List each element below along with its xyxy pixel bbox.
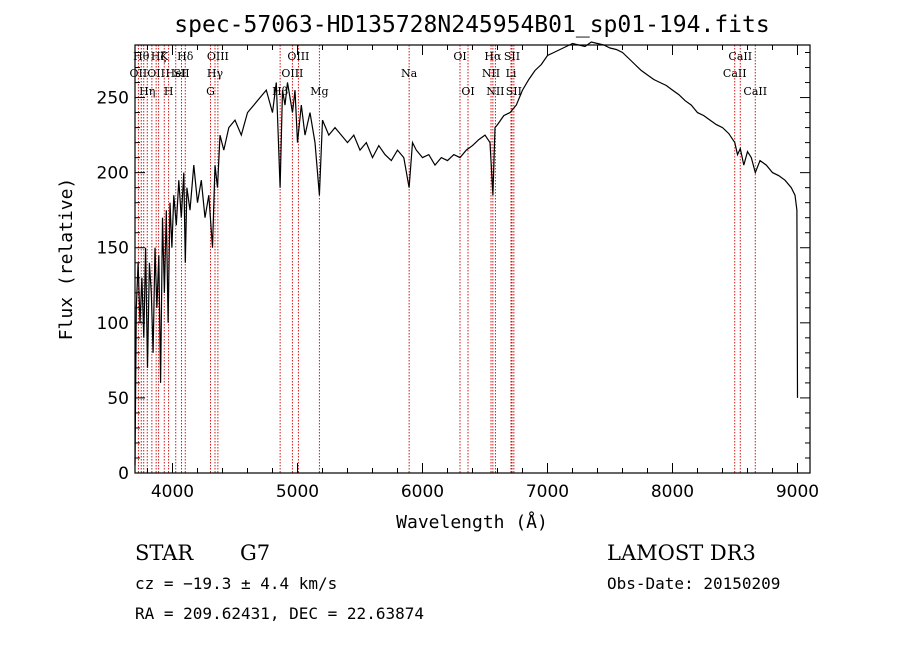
redshift-readout: cz = −19.3 ± 4.4 km/s: [135, 574, 337, 593]
line-label: Hγ: [207, 67, 224, 80]
x-tick-label: 8000: [651, 482, 694, 502]
x-tick-label: 4000: [151, 482, 194, 502]
spectral-line-markers: [137, 45, 756, 473]
line-label: NII: [486, 85, 504, 98]
coordinates: RA = 209.62431, DEC = 22.63874: [135, 604, 424, 623]
chart-title: spec-57063-HD135728N245954B01_sp01-194.f…: [174, 12, 769, 38]
line-label: Hθ: [133, 50, 150, 63]
line-label: Hζ: [151, 50, 167, 63]
object-subclass: G7: [240, 541, 270, 565]
spectral-line-labels: OIIHθHηOIIHζKHHeISIIHδGHγOIIIHβOIIIOIIIM…: [130, 50, 768, 98]
y-tick-label: 250: [97, 89, 129, 109]
y-tick-label: 50: [107, 389, 129, 409]
line-label: OII: [147, 67, 165, 80]
x-tick-label: 5000: [276, 482, 319, 502]
line-label: OI: [461, 85, 474, 98]
y-tick-label: 150: [97, 239, 129, 259]
x-tick-label: 7000: [526, 482, 569, 502]
line-label: H: [164, 85, 174, 98]
y-axis-ticks: 0 50 100 150 200 250: [97, 52, 810, 484]
line-label: NII: [482, 67, 500, 80]
x-axis-label: Wavelength (Å): [396, 511, 548, 533]
line-label: SII: [173, 67, 189, 80]
line-label: Li: [506, 67, 517, 80]
y-tick-label: 100: [97, 314, 129, 334]
y-tick-label: 0: [118, 464, 129, 484]
line-label: CaII: [723, 67, 747, 80]
line-label: OI: [453, 50, 466, 63]
line-label: Na: [401, 67, 418, 80]
y-axis-label: Flux (relative): [56, 178, 77, 341]
x-tick-label: 9000: [776, 482, 819, 502]
line-label: OII: [130, 67, 148, 80]
line-label: SII: [506, 85, 522, 98]
line-label: OIII: [207, 50, 229, 63]
line-label: HeI: [166, 67, 186, 80]
x-axis-ticks: 4000 5000 6000 7000 8000 9000: [147, 45, 819, 502]
spectrum-line: [134, 41, 799, 466]
object-class: STAR: [135, 541, 194, 565]
line-label: OIII: [287, 50, 309, 63]
line-label: Hα: [484, 50, 502, 63]
line-label: OIII: [281, 67, 303, 80]
line-label: Hη: [139, 85, 155, 98]
obs-date: Obs-Date: 20150209: [607, 574, 780, 593]
survey-name: LAMOST DR3: [607, 541, 756, 565]
y-tick-label: 200: [97, 164, 129, 184]
x-tick-label: 6000: [401, 482, 444, 502]
line-label: SII: [504, 50, 520, 63]
line-label: CaII: [728, 50, 752, 63]
line-label: G: [206, 85, 215, 98]
line-label: Mg: [310, 85, 328, 98]
line-label: CaII: [743, 85, 767, 98]
line-label: Hδ: [177, 50, 194, 63]
plot-frame: [134, 44, 811, 474]
line-label: K: [160, 50, 169, 63]
